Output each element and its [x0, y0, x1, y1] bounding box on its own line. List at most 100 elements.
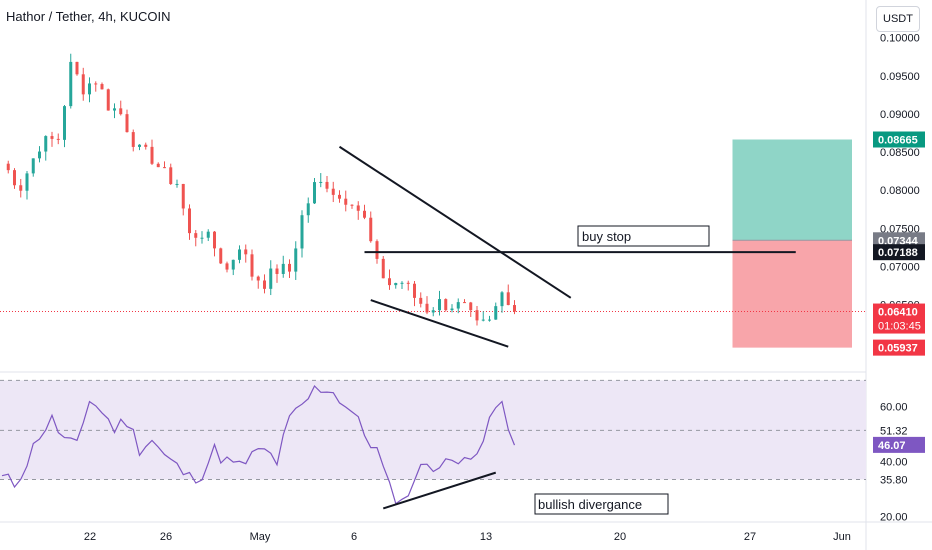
candle-body — [244, 249, 248, 255]
candle-body — [225, 263, 229, 270]
candle-body — [181, 183, 185, 209]
buy-stop-text: buy stop — [582, 229, 631, 244]
currency-button[interactable]: USDT — [876, 6, 920, 32]
candle-body — [513, 305, 516, 312]
divergence-annotation[interactable]: bullish divergance — [534, 493, 669, 515]
current-price-bg — [873, 303, 925, 334]
candle-body — [394, 283, 398, 286]
time-tick: 6 — [351, 531, 357, 543]
candle-body — [219, 248, 223, 264]
rsi-divergence-line — [382, 471, 497, 510]
rsi-tick: 20.00 — [880, 512, 908, 524]
candle-body — [363, 210, 366, 218]
candle-body — [338, 194, 341, 199]
candle-body — [344, 198, 348, 205]
position-zones — [0, 139, 866, 348]
candle-body — [294, 248, 298, 272]
candle-body — [325, 181, 329, 189]
candle-body — [6, 163, 10, 171]
candle-body — [331, 188, 335, 195]
price-tick: 0.08500 — [880, 147, 920, 159]
candle-body — [250, 254, 254, 277]
current-price-label: 0.06410 — [878, 307, 918, 319]
candle-body — [69, 61, 73, 107]
rsi-tick: 40.00 — [880, 457, 908, 469]
time-tick: 27 — [744, 531, 756, 543]
candle-body — [194, 233, 198, 238]
candle-body — [369, 217, 373, 242]
candle-body — [256, 276, 260, 281]
price-tick: 0.09500 — [880, 71, 920, 83]
target-zone — [732, 139, 852, 241]
candle-body — [44, 136, 48, 152]
stop-price-label-bg — [873, 339, 925, 356]
candle-body — [269, 268, 273, 289]
candle-body — [131, 132, 135, 147]
price-tick: 0.08000 — [880, 185, 920, 197]
candle-body — [494, 306, 498, 320]
candle-body — [300, 215, 304, 249]
candle-body — [475, 310, 479, 321]
candle-body — [125, 114, 129, 133]
trendlines-layer[interactable] — [338, 145, 796, 348]
candle-body — [94, 83, 98, 85]
candle-body — [425, 303, 429, 313]
candle-body — [38, 151, 41, 159]
time-axis[interactable]: 22 26 May 6 13 20 27 Jun — [84, 531, 851, 543]
candle-body — [381, 258, 385, 279]
candle-body — [106, 89, 110, 111]
buy-stop-price-label-bg — [873, 244, 925, 261]
candle-body — [431, 310, 435, 313]
candle-body — [88, 83, 91, 95]
candle-body — [350, 204, 354, 206]
rsi-lower-label: 35.80 — [880, 475, 908, 487]
candle-body — [81, 74, 85, 95]
candle-body — [63, 106, 66, 140]
candle-body — [275, 268, 279, 274]
price-tick: 0.07000 — [880, 262, 920, 274]
candle-body — [375, 241, 379, 259]
rsi-midline-label: 51.32 — [880, 425, 908, 437]
candle-body — [450, 308, 454, 311]
candle-body — [444, 299, 448, 311]
rsi-tick: 60.00 — [880, 402, 908, 414]
rsi-layer — [0, 379, 866, 510]
price-tick: 0.09000 — [880, 109, 920, 121]
candle-body — [150, 146, 154, 164]
countdown-label: 01:03:45 — [878, 321, 921, 333]
candle-body — [263, 280, 266, 289]
candle-body — [163, 167, 166, 169]
buy-stop-annotation[interactable]: buy stop — [577, 225, 710, 247]
candle-body — [13, 170, 16, 186]
candle-body — [469, 302, 473, 311]
divergence-text: bullish divergance — [538, 497, 642, 512]
time-tick: 13 — [480, 531, 492, 543]
chart-title: Hathor / Tether, 4h, KUCOIN — [6, 9, 171, 24]
candle-body — [206, 231, 210, 238]
candle-body — [288, 263, 291, 272]
candle-body — [231, 259, 235, 270]
candles-layer — [6, 53, 516, 326]
candle-body — [413, 283, 416, 298]
candle-body — [481, 319, 485, 321]
rsi-line — [1, 384, 516, 505]
candle-body — [238, 249, 241, 260]
candle-body — [75, 61, 79, 75]
candle-body — [100, 84, 104, 90]
candle-body — [281, 263, 285, 274]
candle-body — [463, 302, 466, 304]
candle-body — [319, 181, 323, 183]
candle-body — [488, 319, 491, 321]
candle-body — [156, 163, 160, 168]
candle-body — [175, 183, 179, 185]
time-tick: May — [250, 531, 271, 543]
price-axis[interactable]: 0.100000.095000.090000.085000.080000.075… — [880, 33, 920, 524]
candle-body — [113, 108, 116, 111]
candle-body — [388, 278, 391, 286]
buy-stop-price-label: 0.07188 — [878, 247, 918, 259]
price-tick: 0.10000 — [880, 33, 920, 45]
candle-body — [144, 144, 148, 147]
stop-price-label: 0.05937 — [878, 343, 918, 355]
candle-body — [19, 185, 23, 191]
